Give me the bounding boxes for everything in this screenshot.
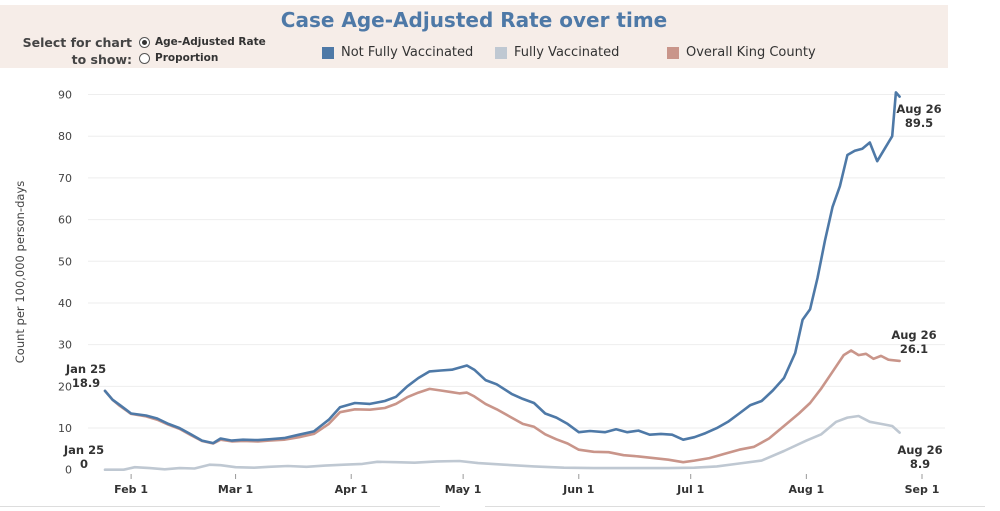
annotation-date: Aug 26	[896, 102, 941, 116]
series-line-fully-vaccinated	[103, 414, 901, 472]
annotation-date: Jan 25	[63, 443, 104, 457]
y-tick-label: 50	[58, 255, 72, 268]
annotation-date: Jan 25	[65, 362, 106, 376]
legend-swatch	[322, 46, 334, 59]
x-tick-label: Feb 1	[114, 483, 148, 496]
x-tick-label: May 1	[445, 483, 482, 496]
radio-proportion[interactable]: Proportion	[139, 50, 266, 66]
x-tick-label: Jul 1	[676, 483, 704, 496]
radio-label: Age-Adjusted Rate	[155, 36, 266, 48]
measure-radio-group: Age-Adjusted Rate Proportion	[139, 34, 266, 66]
legend-swatch	[667, 46, 679, 59]
chart-header: Case Age-Adjusted Rate over time Select …	[0, 5, 948, 68]
selector-label: Select for chart to show:	[22, 35, 132, 67]
radio-label: Proportion	[155, 52, 219, 64]
x-tick-label: Mar 1	[218, 483, 253, 496]
x-axis: Feb 1 Mar 1 Apr 1 May 1 Jun 1 Jul 1 Aug 1 Sep 1	[114, 474, 939, 496]
y-tick-label: 10	[58, 422, 72, 435]
legend-label: Not Fully Vaccinated	[341, 45, 474, 60]
legend-label: Overall King County	[686, 45, 816, 60]
series-lines	[103, 91, 901, 472]
y-tick-label: 70	[58, 172, 72, 185]
annotation-value: 18.9	[72, 376, 100, 390]
y-axis: 0 10 20 30 40 50 60 70 80 90	[58, 89, 72, 477]
y-tick-label: 40	[58, 297, 72, 310]
y-tick-label: 30	[58, 339, 72, 352]
annotation-value: 8.9	[910, 457, 930, 471]
radio-unselected-icon[interactable]	[139, 52, 150, 64]
x-tick-label: Jun 1	[562, 483, 594, 496]
legend-item-fully-vaccinated[interactable]: Fully Vaccinated	[495, 45, 619, 60]
bottom-divider	[485, 506, 985, 507]
y-tick-label: 80	[58, 130, 72, 143]
radio-age-adjusted-rate[interactable]: Age-Adjusted Rate	[139, 34, 266, 50]
series-line-not-fully-vaccinated	[103, 91, 901, 445]
legend-swatch	[495, 46, 507, 59]
radio-selected-icon[interactable]	[139, 36, 150, 48]
y-axis-label: Count per 100,000 person-days	[13, 181, 27, 364]
annotation-date: Aug 26	[891, 328, 936, 342]
y-tick-label: 20	[58, 380, 72, 393]
annotation-value: 26.1	[900, 342, 928, 356]
grid-lines	[88, 94, 945, 429]
bottom-divider	[0, 506, 440, 507]
y-tick-label: 60	[58, 214, 72, 227]
x-tick-label: Aug 1	[789, 483, 825, 496]
x-tick-label: Apr 1	[335, 483, 368, 496]
annotation-date: Aug 26	[897, 443, 942, 457]
y-tick-label: 0	[65, 464, 72, 477]
annotation-value: 89.5	[905, 116, 933, 130]
legend-label: Fully Vaccinated	[514, 45, 620, 60]
annotation-value: 0	[80, 457, 88, 471]
chart-title: Case Age-Adjusted Rate over time	[280, 8, 668, 32]
legend-item-overall-king-county[interactable]: Overall King County	[667, 45, 816, 60]
y-tick-label: 90	[58, 89, 72, 102]
legend-item-not-fully-vaccinated[interactable]: Not Fully Vaccinated	[322, 45, 473, 60]
x-tick-label: Sep 1	[905, 483, 940, 496]
series-line-overall-king-county	[103, 349, 901, 464]
